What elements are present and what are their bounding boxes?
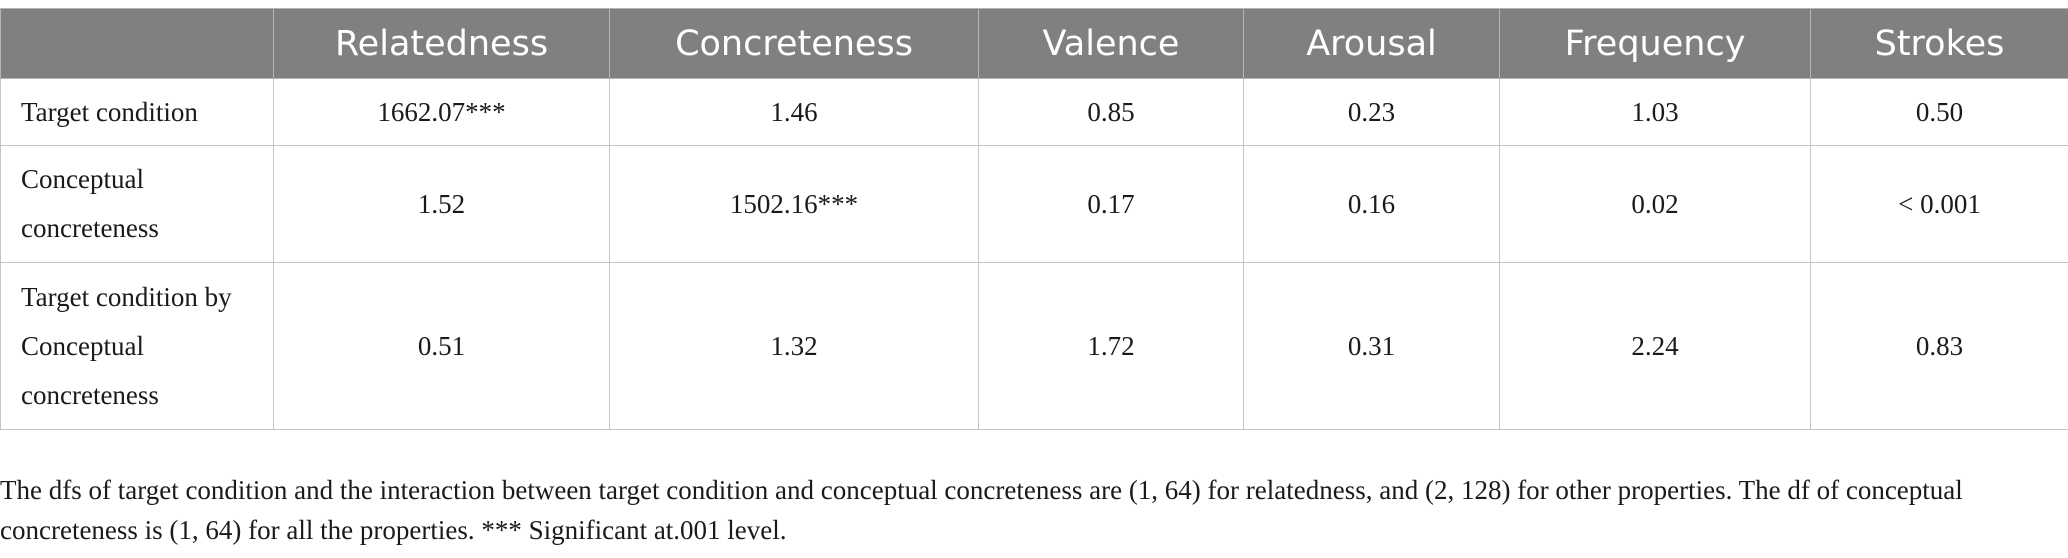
row-label: Conceptual concreteness — [0, 145, 274, 263]
row-label-line: concreteness — [21, 379, 159, 410]
table-header: Relatedness Concreteness Valence Arousal… — [0, 8, 2068, 79]
header-cell-relatedness: Relatedness — [273, 8, 610, 79]
header-cell-frequency: Frequency — [1499, 8, 1811, 79]
table-cell: 1.72 — [978, 262, 1244, 430]
footnote-line: concreteness is (1, 64) for all the prop… — [0, 515, 787, 545]
anova-table-container: Relatedness Concreteness Valence Arousal… — [0, 8, 2068, 430]
table-cell: 1662.07*** — [273, 78, 610, 146]
header-cell-blank — [0, 8, 274, 79]
header-cell-valence: Valence — [978, 8, 1244, 79]
row-label-line: Target condition by — [21, 281, 232, 312]
table-cell: 0.02 — [1499, 145, 1811, 263]
table-cell: 0.85 — [978, 78, 1244, 146]
row-label-line: Conceptual — [21, 164, 144, 194]
table-cell: 0.31 — [1243, 262, 1500, 430]
table-cell: 1502.16*** — [609, 145, 979, 263]
table-cell: 0.23 — [1243, 78, 1500, 146]
table-body: Target condition 1662.07*** 1.46 0.85 0.… — [0, 78, 2068, 430]
table-cell: 0.17 — [978, 145, 1244, 263]
table-cell: 2.24 — [1499, 262, 1811, 430]
footnote-line: The dfs of target condition and the inte… — [0, 475, 1963, 505]
table-row: Target condition 1662.07*** 1.46 0.85 0.… — [0, 78, 2068, 146]
anova-table: Relatedness Concreteness Valence Arousal… — [0, 8, 2068, 430]
row-label: Target condition — [0, 78, 274, 146]
table-cell: 0.50 — [1810, 78, 2068, 146]
row-label-line: Target condition — [21, 96, 198, 127]
table-cell: 1.32 — [609, 262, 979, 430]
table-cell: 0.16 — [1243, 145, 1500, 263]
table-cell: < 0.001 — [1810, 145, 2068, 263]
table-footnote: The dfs of target condition and the inte… — [0, 470, 2000, 550]
table-cell: 1.46 — [609, 78, 979, 146]
header-cell-arousal: Arousal — [1243, 8, 1500, 79]
table-cell: 1.52 — [273, 145, 610, 263]
table-cell: 1.03 — [1499, 78, 1811, 146]
table-cell: 0.51 — [273, 262, 610, 430]
row-label-line: Conceptual — [21, 330, 144, 361]
header-cell-strokes: Strokes — [1810, 8, 2068, 79]
table-row: Conceptual concreteness 1.52 1502.16*** … — [0, 145, 2068, 263]
table-cell: 0.83 — [1810, 262, 2068, 430]
row-label: Target condition by Conceptual concreten… — [0, 262, 274, 430]
header-cell-concreteness: Concreteness — [609, 8, 979, 79]
table-row: Target condition by Conceptual concreten… — [0, 262, 2068, 430]
header-row: Relatedness Concreteness Valence Arousal… — [0, 8, 2068, 79]
row-label-line: concreteness — [21, 213, 159, 243]
